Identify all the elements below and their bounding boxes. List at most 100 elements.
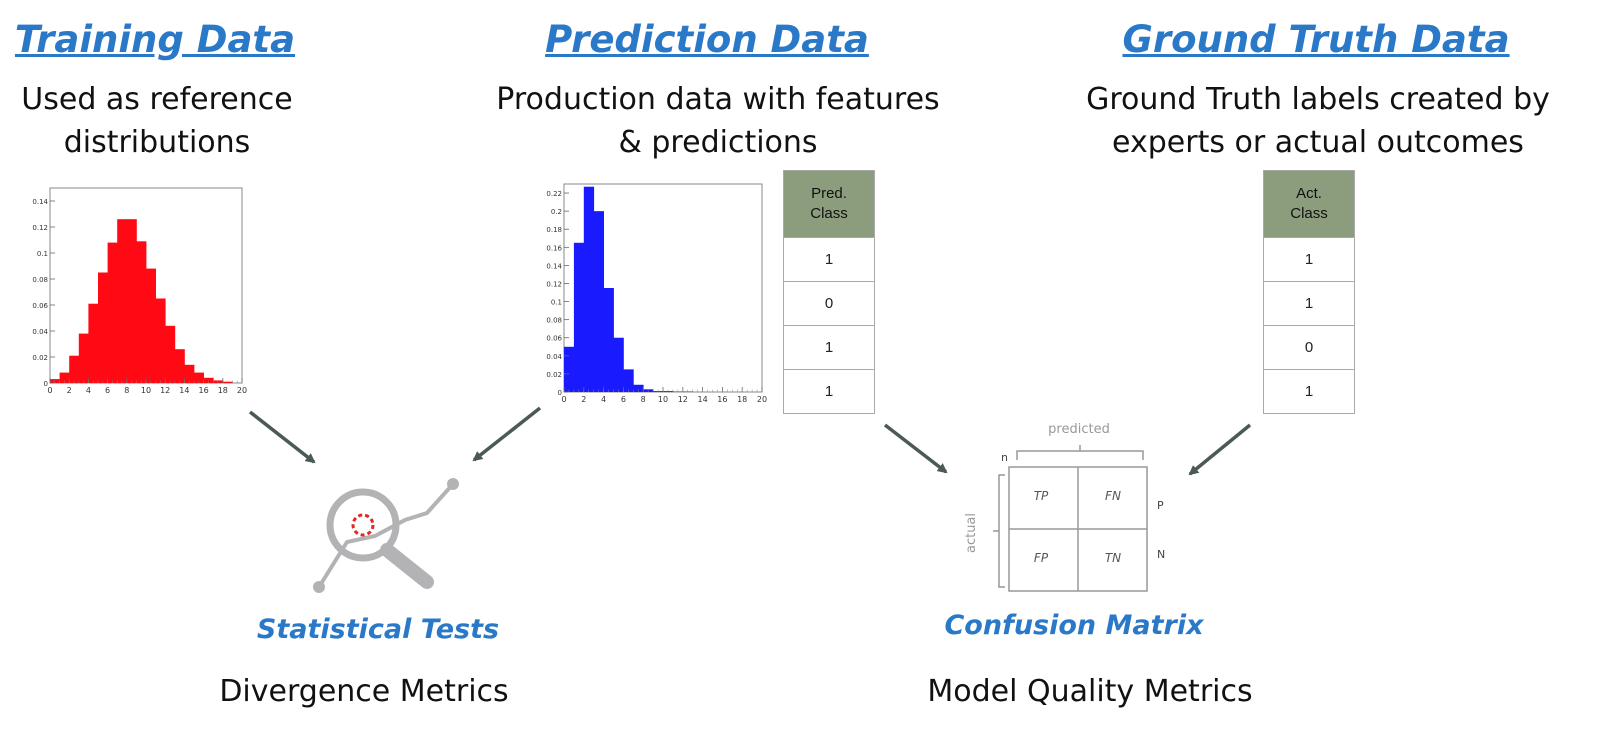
x-tick-label: 4 — [86, 386, 91, 395]
x-tick-label: 10 — [658, 395, 668, 404]
y-tick-label: 0.2 — [551, 208, 562, 216]
arrow-pred-to-matrix — [883, 423, 948, 474]
cm-row-label-n: N — [1157, 548, 1165, 561]
x-tick-label: 20 — [237, 386, 247, 395]
y-tick-label: 0.12 — [546, 280, 562, 288]
histogram-bar — [117, 219, 128, 383]
y-tick-label: 0.14 — [32, 198, 48, 206]
cm-predicted-label: predicted — [1048, 422, 1110, 437]
arrow-prediction-to-tests — [472, 406, 542, 462]
prediction-desc-line-1: Production data with features — [496, 82, 940, 117]
x-tick-label: 16 — [199, 386, 209, 395]
y-tick-label: 0.16 — [546, 244, 562, 252]
x-tick-label: 2 — [67, 386, 72, 395]
training-histogram: 0 2 4 6 8 10 12 14 16 18 20 0 0.02 0.04 0.06 0.08 0.1 0.1… — [32, 187, 247, 395]
x-tick-label: 2 — [581, 395, 586, 404]
x-tick-label: 14 — [698, 395, 708, 404]
y-tick-label: 0.02 — [32, 354, 48, 362]
x-tick-label: 20 — [757, 395, 767, 404]
histogram-bar — [136, 241, 147, 383]
histogram-bar — [613, 337, 624, 392]
training-desc-line-2: distributions — [63, 125, 251, 160]
pred-class-cell: 1 — [783, 369, 875, 414]
histogram-bar — [165, 325, 176, 383]
x-tick-label: 12 — [678, 395, 688, 404]
prediction-histogram: 0 2 4 6 8 10 12 14 16 18 20 0 0.02 0.04 0.06 0.08 0.1 0.1… — [546, 183, 767, 404]
histogram-bar — [573, 242, 585, 392]
arrow-truth-to-matrix — [1188, 423, 1252, 476]
confusion-matrix-label: Confusion Matrix — [944, 610, 1204, 641]
x-tick-label: 6 — [105, 386, 110, 395]
pred-class-cell: 0 — [783, 281, 875, 326]
histogram-bar — [593, 211, 604, 392]
cm-cell-tp: TP — [1034, 489, 1049, 503]
histogram-bar — [603, 288, 614, 392]
histogram-bar — [184, 364, 195, 383]
prediction-data-heading: Prediction Data — [545, 18, 869, 61]
y-tick-label: 0.04 — [32, 328, 48, 336]
x-tick-label: 16 — [717, 395, 727, 404]
training-data-description: Used as reference distributions — [21, 78, 292, 164]
act-class-cell: 0 — [1263, 325, 1355, 370]
cm-cell-fn: FN — [1105, 489, 1121, 503]
histogram-bar — [203, 377, 214, 383]
y-tick-label: 0.1 — [551, 299, 562, 307]
histogram-bar — [623, 369, 634, 392]
x-tick-label: 12 — [160, 386, 170, 395]
x-tick-label: 10 — [141, 386, 151, 395]
ground-truth-desc-line-2: experts or actual outcomes — [1112, 125, 1524, 160]
training-data-heading: Training Data — [14, 18, 296, 61]
histogram-bar — [583, 186, 595, 392]
y-tick-label: 0.08 — [546, 317, 562, 325]
histogram-bar — [98, 272, 108, 383]
prediction-desc-line-2: & predictions — [618, 125, 818, 160]
x-tick-label: 0 — [47, 386, 52, 395]
x-tick-label: 18 — [737, 395, 747, 404]
x-tick-label: 6 — [621, 395, 626, 404]
histogram-bar — [126, 219, 137, 383]
statistical-tests-label: Statistical Tests — [256, 614, 500, 645]
x-tick-label: 8 — [641, 395, 646, 404]
ground-truth-desc-line-1: Ground Truth labels created by — [1086, 82, 1550, 117]
y-tick-label: 0.22 — [546, 190, 562, 198]
y-tick-label: 0.18 — [546, 226, 562, 234]
y-tick-label: 0.12 — [32, 224, 48, 232]
y-tick-label: 0.02 — [546, 371, 562, 379]
histogram-bar — [146, 268, 156, 383]
histogram-bar — [155, 298, 166, 383]
y-tick-label: 0 — [558, 389, 562, 397]
pred-class-header: Pred. Class — [783, 170, 875, 238]
training-desc-line-1: Used as reference — [21, 82, 293, 117]
magnifier-chart-icon — [313, 478, 459, 593]
cm-row-label-p: P — [1157, 499, 1164, 512]
model-quality-metrics-label: Model Quality Metrics — [927, 674, 1253, 709]
x-tick-label: 0 — [561, 395, 566, 404]
histogram-bar — [633, 384, 644, 392]
act-class-cell: 1 — [1263, 369, 1355, 414]
y-tick-label: 0.06 — [32, 302, 48, 310]
histogram-bar — [69, 355, 80, 383]
histogram-bar — [174, 349, 185, 383]
act-class-header: Act. Class — [1263, 170, 1355, 238]
histogram-bar — [59, 372, 70, 383]
histogram-bar — [107, 242, 118, 383]
act-class-table: Act. Class 1 1 0 1 — [1263, 170, 1355, 414]
cm-corner-label: n — [1001, 451, 1008, 464]
ground-truth-description: Ground Truth labels created by experts o… — [1086, 78, 1550, 164]
cm-cell-tn: TN — [1105, 551, 1121, 565]
cm-actual-label: actual — [964, 513, 979, 553]
histogram-bar — [78, 333, 89, 383]
prediction-data-description: Production data with features & predicti… — [496, 78, 939, 164]
y-tick-label: 0.06 — [546, 335, 562, 343]
act-class-cell: 1 — [1263, 281, 1355, 326]
y-tick-label: 0.08 — [32, 276, 48, 284]
x-tick-label: 8 — [124, 386, 129, 395]
y-tick-label: 0.04 — [546, 353, 562, 361]
pred-class-table: Pred. Class 1 0 1 1 — [783, 170, 875, 414]
act-class-cell: 1 — [1263, 237, 1355, 282]
histogram-bar — [564, 346, 575, 392]
confusion-matrix: predicted n actual TP FN FP TN P N — [964, 422, 1165, 592]
ground-truth-data-heading: Ground Truth Data — [1122, 18, 1510, 61]
y-tick-label: 0.1 — [37, 250, 48, 258]
